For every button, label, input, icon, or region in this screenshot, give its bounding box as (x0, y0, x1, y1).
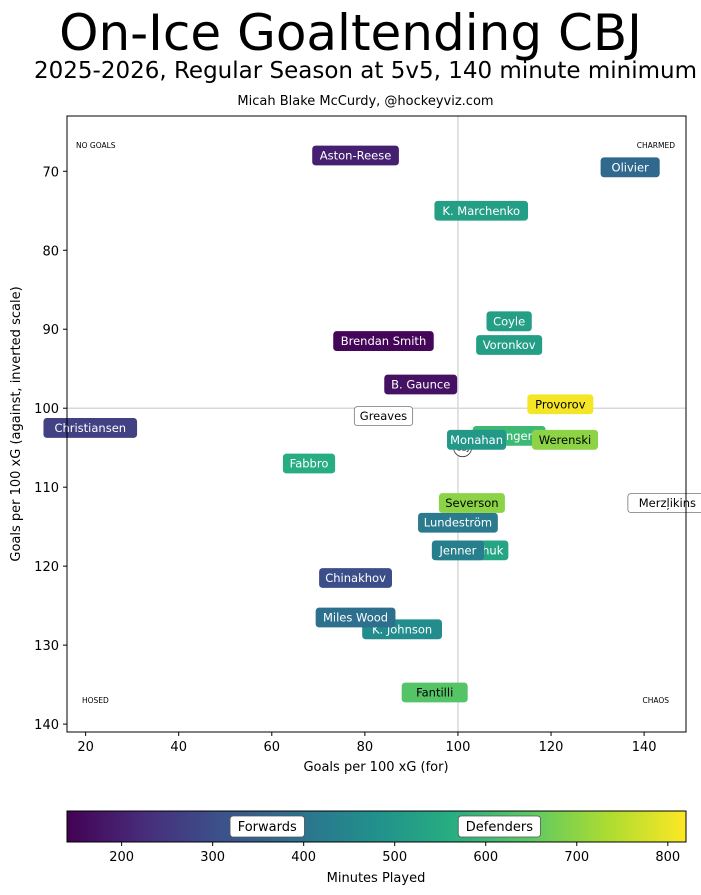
player-label-box (431, 540, 485, 561)
player-name: Fabbro (290, 456, 329, 470)
y-tick-label: 90 (42, 323, 59, 338)
colorbar-tick-label: 400 (291, 850, 316, 865)
y-tick-label: 120 (34, 560, 59, 575)
player-point: Coyle (486, 311, 532, 332)
player-name: Aston-Reese (320, 148, 392, 162)
player-name: Greaves (360, 409, 407, 423)
player-label-box (384, 374, 458, 395)
player-label-box (353, 406, 414, 427)
x-tick-label: 100 (446, 740, 471, 755)
quadrant-label-hosed: HOSED (82, 696, 109, 705)
plot-frame (66, 115, 687, 733)
player-label-box (282, 453, 336, 474)
colorbar-tick-label: 600 (473, 850, 498, 865)
player-point: Monahan (447, 429, 507, 450)
player-label-box (401, 682, 468, 703)
player-name: Jenner (439, 543, 477, 557)
colorbar-tick-label: 200 (109, 850, 134, 865)
y-axis-label: Goals per 100 xG (against, inverted scal… (9, 286, 24, 561)
colorbar-tick-label: 300 (200, 850, 225, 865)
y-tick-label: 130 (34, 639, 59, 654)
player-point: Provorov (527, 394, 594, 415)
player-name: Coyle (493, 314, 525, 328)
chart-subtitle: 2025-2026, Regular Season at 5v5, 140 mi… (33, 58, 697, 84)
player-point: Severson (438, 493, 505, 513)
quadrant-label-chaos: CHAOS (642, 696, 669, 705)
colorbar-tick-label: 500 (382, 850, 407, 865)
player-name: Merzļikins (639, 496, 696, 510)
chart-title: On-Ice Goaltending CBJ (59, 4, 642, 62)
player-point: Fabbro (282, 453, 336, 474)
player-label-box (447, 429, 507, 450)
quadrant-label-no-goals: NO GOALS (76, 141, 116, 150)
y-tick-label: 140 (34, 718, 59, 733)
x-tick-label: 120 (539, 740, 564, 755)
x-tick-label: 20 (77, 740, 94, 755)
player-name: Lundeström (424, 516, 492, 530)
chart-credit: Micah Blake McCurdy, @hockeyviz.com (237, 94, 494, 109)
colorbar-tick-label: 700 (564, 850, 589, 865)
player-label-box (600, 157, 660, 178)
player-name: Fantilli (416, 686, 453, 700)
player-point: Jenner (431, 540, 485, 561)
player-label-box (418, 512, 498, 533)
quadrant-label-charmed: CHARMED (637, 141, 675, 150)
player-name: Provorov (535, 397, 586, 411)
player-name: Monahan (450, 433, 503, 447)
player-point: Christiansen (43, 418, 138, 438)
colorbar-label: Minutes Played (327, 871, 426, 886)
player-name: Werenski (539, 433, 591, 447)
player-name: Olivier (612, 160, 650, 174)
player-point: Merzļikins (627, 493, 701, 513)
player-name: Severson (445, 496, 498, 510)
player-name: Miles Wood (323, 610, 388, 624)
player-point: K. Marchenko (434, 200, 529, 221)
player-name: Chinakhov (325, 571, 386, 585)
player-point: B. Gaunce (384, 374, 458, 395)
player-point: Voronkov (476, 335, 543, 355)
player-label-box (333, 331, 434, 351)
player-point: Greaves (353, 406, 414, 427)
y-tick-label: 110 (34, 481, 59, 496)
player-label-box (476, 335, 543, 355)
x-tick-label: 140 (632, 740, 657, 755)
y-tick-label: 70 (42, 165, 59, 180)
player-point: Olivier (600, 157, 660, 178)
player-point: Lundeström (418, 512, 498, 533)
x-axis-label: Goals per 100 xG (for) (303, 760, 448, 775)
colorbar-annotation-box (229, 815, 305, 838)
y-tick-label: 100 (34, 402, 59, 417)
player-label-box (315, 607, 396, 628)
player-point: Brendan Smith (333, 331, 434, 351)
player-label-box (527, 394, 594, 415)
x-tick-label: 40 (170, 740, 187, 755)
colorbar-annotation-box (457, 815, 541, 838)
colorbar-annotation: Defenders (466, 820, 533, 835)
player-label-box (627, 493, 701, 513)
colorbar-tick-label: 800 (655, 850, 680, 865)
colorbar (66, 810, 687, 843)
x-tick-label: 80 (357, 740, 374, 755)
x-tick-label: 60 (264, 740, 281, 755)
player-name: Brendan Smith (341, 334, 427, 348)
player-point: Aston-Reese (312, 145, 399, 166)
player-label-box (319, 568, 393, 588)
player-label-box (312, 145, 399, 166)
colorbar-annotation: Forwards (238, 820, 297, 835)
player-point: Chinakhov (319, 568, 393, 588)
player-point: Miles Wood (315, 607, 396, 628)
player-label-box (438, 493, 505, 513)
player-point: Fantilli (401, 682, 468, 703)
y-tick-label: 80 (42, 244, 59, 259)
player-name: Christiansen (54, 421, 126, 435)
player-point: Werenski (531, 429, 598, 450)
player-label-box (531, 429, 598, 450)
player-name: B. Gaunce (391, 378, 450, 392)
player-label-box (486, 311, 532, 332)
player-name: Voronkov (483, 338, 536, 352)
player-name: K. Marchenko (442, 204, 520, 218)
player-label-box (434, 200, 529, 221)
